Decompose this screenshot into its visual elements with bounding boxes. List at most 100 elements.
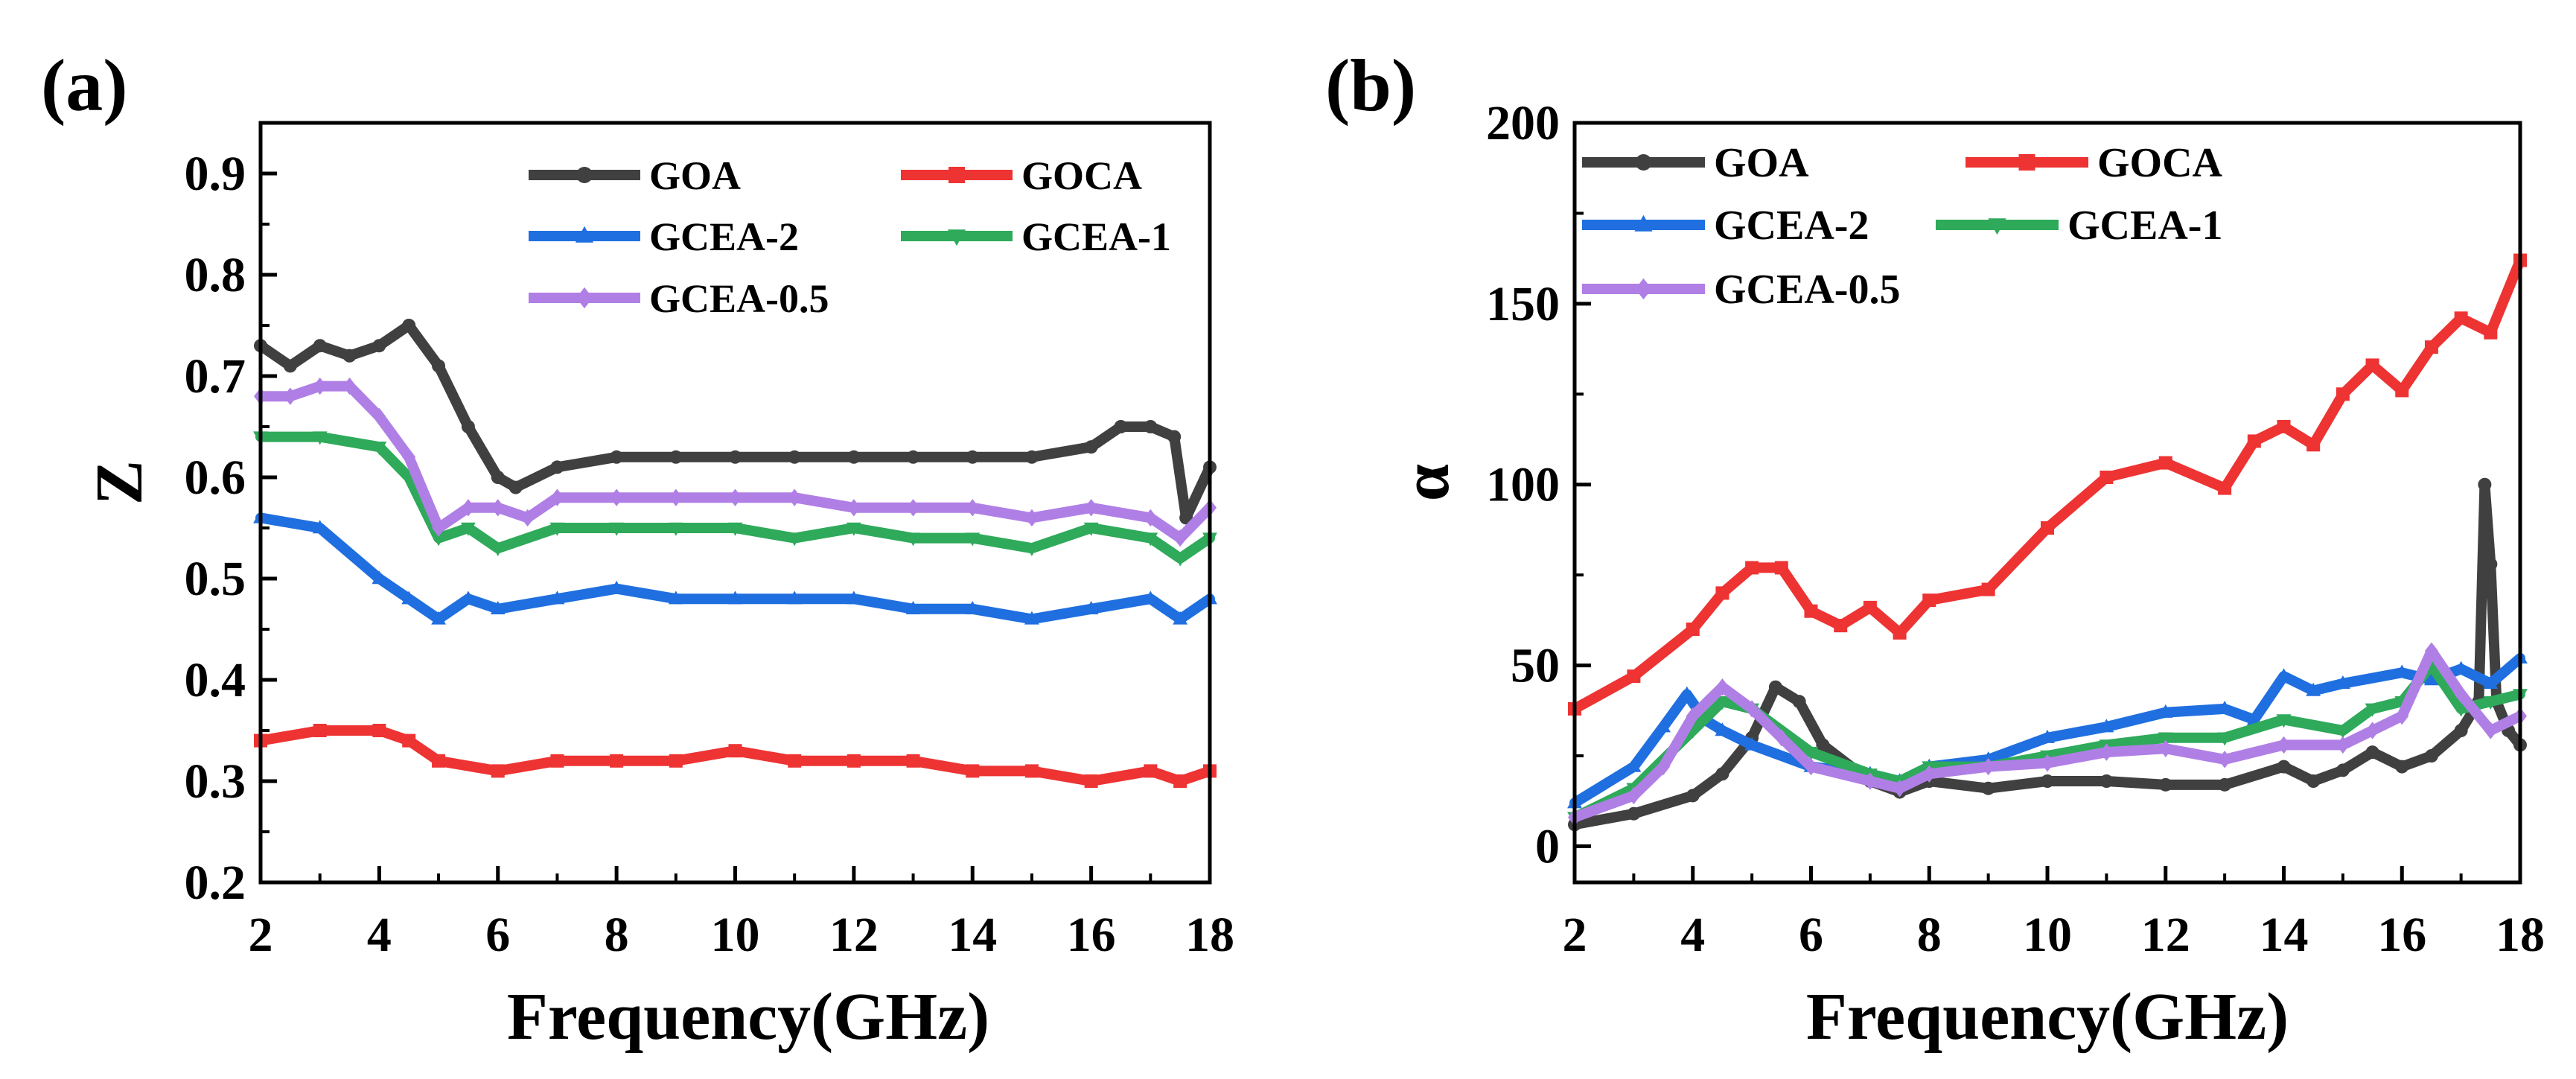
y-tick-label: 0.4 <box>185 653 246 707</box>
series-gcea-2 <box>253 509 1217 625</box>
data-point <box>432 754 446 768</box>
y-tick-label: 50 <box>1511 639 1560 693</box>
data-point <box>847 499 861 517</box>
data-point <box>1774 561 1788 575</box>
panel-b: (b) α Frequency(GHz) 2 4 6 8 10 12 14 16 18 0 50 10… <box>1325 44 2545 1054</box>
data-point <box>550 460 564 474</box>
data-point <box>550 754 564 768</box>
data-point <box>2218 751 2232 768</box>
data-point <box>1144 420 1158 433</box>
series-goca <box>1568 253 2527 716</box>
x-tick-label: 2 <box>1563 908 1587 962</box>
data-point <box>2335 725 2350 739</box>
data-point <box>1114 420 1128 433</box>
data-point <box>2277 760 2291 774</box>
data-point <box>1922 593 1936 608</box>
legend-label: GOA <box>649 153 741 198</box>
y-axis-label: α <box>1389 464 1463 501</box>
data-point <box>2484 325 2498 340</box>
data-point <box>2483 696 2499 710</box>
data-point <box>2306 682 2321 696</box>
x-tick-label: 6 <box>485 908 510 962</box>
legend-marker <box>949 167 965 183</box>
data-point <box>609 522 625 536</box>
legend-item: GOA <box>529 153 741 198</box>
data-point <box>2158 456 2172 470</box>
data-point <box>431 611 446 625</box>
data-point <box>727 522 743 536</box>
legend-item: GCEA-2 <box>529 214 799 259</box>
data-point <box>1173 774 1187 788</box>
data-point <box>2395 383 2409 398</box>
legend-label: GCEA-2 <box>649 214 799 259</box>
data-point <box>1627 669 1641 684</box>
data-point <box>1715 722 1730 736</box>
data-point <box>2158 777 2172 792</box>
data-point <box>1745 561 1759 575</box>
data-point <box>2041 521 2054 535</box>
y-axis-label: Z <box>83 460 156 505</box>
data-point <box>549 522 565 536</box>
data-point <box>2100 774 2114 788</box>
x-tick-label: 18 <box>2496 908 2545 962</box>
legend-label: GOCA <box>2097 140 2223 186</box>
data-point <box>313 724 327 737</box>
data-point <box>372 570 387 585</box>
data-point <box>2040 729 2055 743</box>
data-point <box>549 591 565 605</box>
data-point <box>669 488 683 506</box>
data-point <box>2453 661 2469 675</box>
data-point <box>966 764 980 778</box>
data-point <box>461 499 475 517</box>
data-point <box>610 488 624 506</box>
data-point <box>402 319 416 332</box>
data-point <box>1627 806 1641 821</box>
data-point <box>1981 781 1995 795</box>
data-point <box>668 591 683 605</box>
data-point <box>2395 707 2409 725</box>
data-point <box>2218 481 2232 495</box>
series-line <box>255 431 1215 564</box>
y-tick-label: 0.9 <box>185 147 246 201</box>
data-point <box>905 601 921 614</box>
data-point <box>1744 736 1760 751</box>
data-point <box>2217 732 2233 746</box>
data-point <box>847 754 861 768</box>
data-point <box>1981 582 1995 596</box>
data-point <box>491 499 505 517</box>
y-tick-label: 0.3 <box>185 754 246 809</box>
data-point <box>312 431 328 445</box>
data-point <box>2100 471 2114 484</box>
data-point <box>2276 714 2292 728</box>
data-point <box>312 520 328 534</box>
data-point <box>432 359 446 373</box>
data-point <box>372 339 386 353</box>
data-point <box>402 733 416 748</box>
tick-layer: 2 4 6 8 10 12 14 16 18 0 50 100 150 200 <box>1486 96 2545 962</box>
data-point <box>1083 522 1099 536</box>
series-goa <box>1568 477 2527 832</box>
x-tick-label: 10 <box>2023 908 2072 962</box>
data-point <box>1627 786 1641 805</box>
x-tick-label: 18 <box>1185 908 1234 962</box>
data-point <box>491 764 505 778</box>
data-point <box>313 377 327 395</box>
x-tick-label: 8 <box>1917 908 1942 962</box>
data-point <box>491 471 505 484</box>
y-tick-label: 100 <box>1486 458 1560 512</box>
legend-marker <box>1988 218 2006 235</box>
data-point <box>431 532 446 547</box>
data-point <box>2276 668 2292 682</box>
data-point <box>1144 509 1158 527</box>
data-point <box>520 509 535 527</box>
data-point <box>1173 611 1188 625</box>
data-point <box>2365 358 2379 372</box>
data-point <box>432 519 446 537</box>
data-point <box>2247 434 2261 448</box>
data-point <box>669 450 683 464</box>
data-point <box>1922 765 1936 783</box>
legend-label: GCEA-1 <box>1021 214 1171 259</box>
data-point <box>550 488 564 506</box>
data-point <box>1745 700 1759 718</box>
data-point <box>2335 675 2350 690</box>
